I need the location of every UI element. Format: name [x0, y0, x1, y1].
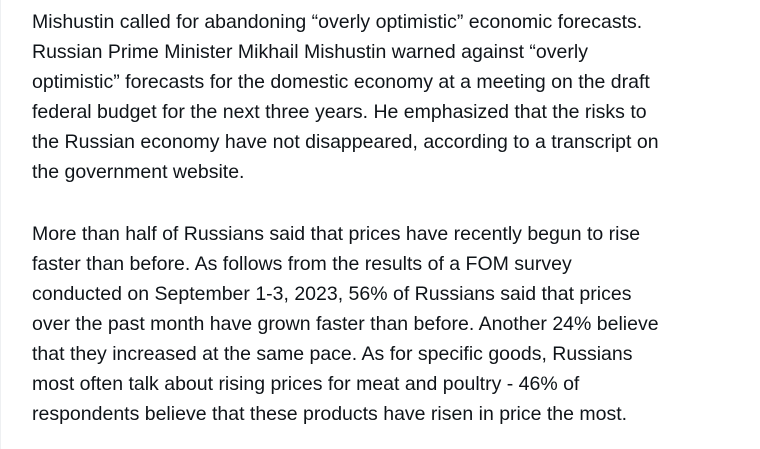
paragraph: More than half of Russians said that pri…: [32, 219, 759, 429]
text-line: faster than before. As follows from the …: [32, 253, 572, 275]
text-line: optimistic” forecasts for the domestic e…: [32, 71, 650, 93]
text-line: over the past month have grown faster th…: [32, 313, 659, 335]
paragraph: Mishustin called for abandoning “overly …: [32, 7, 759, 187]
text-line: the Russian economy have not disappeared…: [32, 131, 659, 153]
text-line: Mishustin called for abandoning “overly …: [32, 11, 643, 33]
text-line: Russian Prime Minister Mikhail Mishustin…: [32, 41, 588, 63]
text-line: respondents believe that these products …: [32, 403, 628, 425]
text-line: most often talk about rising prices for …: [32, 373, 580, 395]
text-line: federal budget for the next three years.…: [32, 101, 647, 123]
text-line: conducted on September 1-3, 2023, 56% of…: [32, 283, 632, 305]
text-line: the government website.: [32, 161, 245, 183]
text-line: that they increased at the same pace. As…: [32, 343, 633, 365]
text-line: More than half of Russians said that pri…: [32, 223, 641, 245]
